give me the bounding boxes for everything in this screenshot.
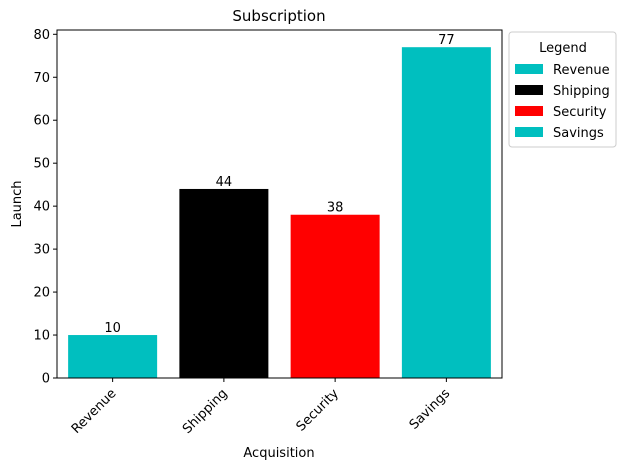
x-axis-label: Acquisition — [243, 446, 314, 461]
bar-revenue — [68, 335, 158, 378]
x-tick-label-security: Security — [294, 386, 343, 435]
legend-swatch-savings — [515, 127, 543, 137]
x-axis: Revenue Shipping Security Savings — [69, 378, 454, 437]
data-label-security: 38 — [327, 201, 344, 216]
y-tick-label: 10 — [33, 329, 50, 344]
x-tick-label-shipping: Shipping — [180, 386, 231, 437]
legend-label-security: Security — [553, 105, 607, 120]
chart-title: Subscription — [232, 7, 325, 25]
bar-shipping — [179, 188, 269, 378]
x-tick-label-revenue: Revenue — [69, 386, 120, 437]
bars — [68, 47, 491, 378]
y-tick-label: 30 — [33, 243, 50, 258]
bar-security — [290, 214, 380, 378]
legend-entries: Revenue Shipping Security Savings — [515, 63, 610, 141]
data-label-shipping: 44 — [216, 175, 233, 190]
y-tick-label: 50 — [33, 157, 50, 172]
y-axis: 0 10 20 30 40 50 60 70 80 — [33, 28, 57, 387]
bar-savings — [401, 47, 491, 378]
legend: Legend Revenue Shipping Security Savings — [508, 31, 617, 148]
y-tick-label: 40 — [33, 200, 50, 215]
y-tick-label: 20 — [33, 286, 50, 301]
legend-label-revenue: Revenue — [553, 63, 610, 78]
data-labels: 10 44 38 77 — [104, 33, 454, 336]
legend-label-shipping: Shipping — [553, 84, 610, 99]
y-tick-label: 70 — [33, 71, 50, 86]
legend-swatch-revenue — [515, 64, 543, 74]
data-label-revenue: 10 — [104, 321, 121, 336]
legend-label-savings: Savings — [553, 126, 604, 141]
legend-swatch-shipping — [515, 85, 543, 95]
y-axis-label: Launch — [10, 180, 25, 227]
legend-box — [508, 31, 617, 148]
legend-swatch-security — [515, 106, 543, 116]
y-tick-label: 0 — [42, 372, 50, 387]
y-tick-label: 60 — [33, 114, 50, 129]
legend-title: Legend — [539, 41, 587, 56]
y-tick-label: 80 — [33, 28, 50, 43]
x-tick-label-savings: Savings — [407, 386, 454, 433]
plot-frame — [56, 29, 503, 379]
data-label-savings: 77 — [438, 33, 455, 48]
